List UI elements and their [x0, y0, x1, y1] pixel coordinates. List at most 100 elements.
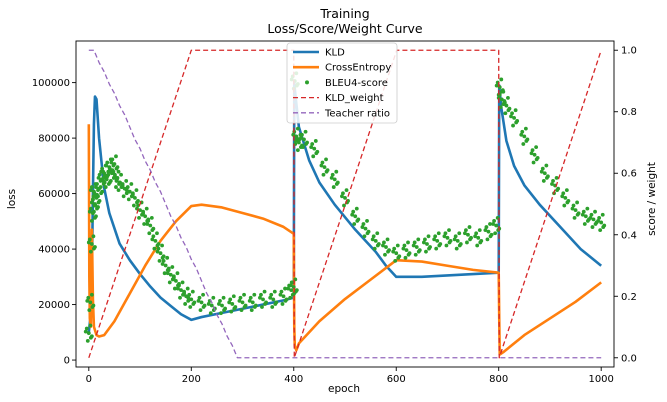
bleu4-score-point	[561, 191, 566, 196]
legend-entry: BLEU4-score	[305, 78, 388, 89]
bleu4-score-point	[342, 203, 346, 208]
bleu4-score-point	[444, 243, 449, 248]
bleu4-score-point	[432, 237, 437, 242]
x-axis-label: epoch	[328, 383, 360, 395]
bleu4-score-point	[274, 300, 279, 305]
bleu4-score-point	[258, 295, 262, 300]
bleu4-score-point	[329, 175, 334, 180]
y2-axis-label: score / weight	[646, 162, 658, 236]
bleu4-score-point	[269, 292, 274, 297]
chart-title: Training	[319, 6, 369, 21]
bleu4-score-point	[88, 188, 93, 193]
legend-entry: KLD	[293, 48, 345, 59]
bleu4-score-point	[110, 157, 115, 162]
legend-label: KLD	[325, 48, 345, 59]
bleu4-score-point	[248, 295, 253, 300]
legend-entry: CrossEntropy	[293, 63, 391, 74]
bleu4-score-point	[570, 206, 575, 211]
bleu4-score-point	[310, 142, 315, 146]
bleu4-score-point	[271, 297, 276, 302]
bleu4-score-point	[250, 300, 255, 305]
axes: 0 200 400 600 800 1000 0 20000 40000 60000 80000 10…	[32, 40, 637, 385]
bleu4-score-point	[309, 145, 314, 150]
bleu4-score-point	[92, 209, 96, 214]
bleu4-score-point	[580, 212, 585, 217]
bleu4-score-point	[581, 209, 586, 214]
bleu4-score-point	[320, 160, 325, 165]
bleu4-score-point	[196, 298, 201, 303]
x-tick-label: 800	[489, 374, 508, 385]
bleu4-score-point	[483, 228, 488, 233]
x-tick-label: 600	[387, 374, 406, 385]
bleu4-score-point	[523, 126, 528, 131]
bleu4-score-point	[183, 302, 188, 306]
bleu4-score-point	[104, 177, 109, 182]
bleu4-score-point	[501, 102, 506, 106]
bleu4-score-point	[171, 274, 176, 279]
bleu4-score-point	[138, 208, 142, 213]
bleu4-score-point	[546, 174, 550, 179]
bleu4-score-point	[243, 303, 248, 308]
bleu4-score-point	[87, 237, 92, 242]
bleu4-score-point	[198, 308, 203, 312]
bleu4-score-point	[588, 215, 593, 220]
bleu4-score-point	[185, 286, 190, 291]
bleu4-score-point	[406, 240, 410, 245]
bleu4-score-point	[100, 189, 105, 194]
bleu4-score-point	[479, 239, 484, 243]
bleu4-score-point	[237, 298, 242, 303]
bleu4-score-point	[170, 277, 175, 282]
bleu4-score-point	[575, 200, 580, 205]
y-tick-label: 0	[64, 356, 70, 367]
bleu4-score-point	[201, 292, 205, 297]
bleu4-score-point	[493, 231, 498, 236]
bleu4-score-point	[302, 137, 306, 142]
bleu4-score-point	[187, 292, 192, 297]
bleu4-score-point	[411, 243, 416, 248]
bleu4-score-point	[321, 172, 326, 177]
bleu4-score-point	[202, 303, 207, 308]
bleu4-score-point	[101, 175, 106, 180]
bleu4-score-point	[94, 185, 98, 189]
bleu4-score-point	[489, 232, 494, 237]
bleu4-score-point	[566, 199, 571, 203]
bleu4-score-point	[376, 242, 381, 246]
bleu4-score-point	[335, 180, 340, 185]
bleu4-score-point	[599, 220, 604, 225]
legend-label: CrossEntropy	[325, 63, 391, 74]
bleu4-score-point	[107, 166, 112, 171]
bleu4-score-point	[550, 182, 554, 186]
bleu4-score-point	[97, 199, 102, 203]
bleu4-score-point	[383, 252, 387, 257]
bleu4-score-point	[340, 194, 344, 199]
bleu4-score-point	[100, 166, 105, 171]
bleu4-score-point	[284, 297, 289, 302]
bleu4-score-point	[344, 188, 349, 193]
bleu4-score-point	[253, 303, 258, 308]
bleu4-score-point	[197, 295, 202, 300]
bleu4-score-point	[443, 231, 448, 236]
bleu4-score-point	[477, 228, 482, 233]
bleu4-score-point	[501, 89, 506, 94]
bleu4-score-point	[152, 246, 157, 251]
bleu4-score-point	[351, 209, 356, 214]
bleu4-score-point	[182, 289, 187, 294]
legend: KLD CrossEntropy BLEU4-score KLD_weight Teac…	[286, 42, 398, 124]
bleu4-score-point	[165, 271, 170, 276]
series-line-kld-weight	[88, 49, 602, 359]
bleu4-score-point	[242, 292, 246, 297]
y2-tick-label: 0.6	[621, 169, 637, 180]
bleu4-score-point	[402, 243, 407, 248]
bleu4-score-point	[160, 243, 164, 248]
plot-frame	[75, 40, 615, 368]
bleu4-score-point	[556, 186, 561, 191]
y-tick-label: 20000	[38, 300, 70, 311]
bleu4-score-point	[492, 219, 496, 223]
bleu4-score-point	[156, 242, 161, 246]
bleu4-score-point	[220, 303, 224, 308]
bleu4-score-point	[165, 255, 170, 260]
bleu4-score-point	[140, 212, 145, 217]
bleu4-score-point	[585, 206, 590, 211]
bleu4-score-point	[157, 259, 162, 263]
bleu4-score-point	[485, 237, 490, 242]
